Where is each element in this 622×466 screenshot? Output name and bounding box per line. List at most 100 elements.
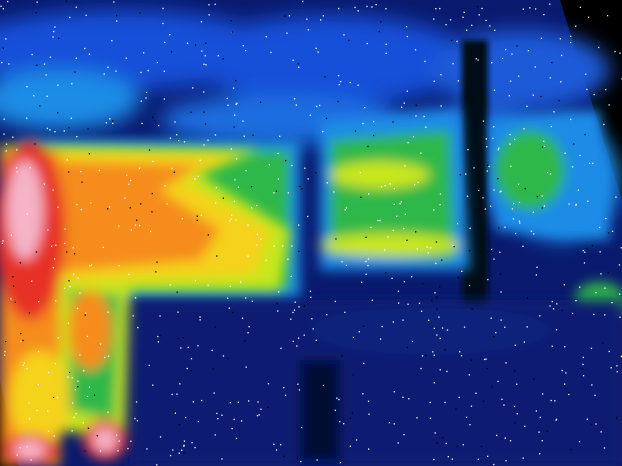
noise-dot (485, 358, 487, 360)
noise-dot (22, 364, 24, 366)
noise-dot (561, 309, 563, 312)
noise-dot (379, 219, 381, 222)
noise-dot (414, 49, 417, 51)
noise-dot (415, 231, 417, 233)
noise-dot (215, 202, 217, 204)
noise-dot (115, 14, 118, 17)
noise-dot (420, 152, 422, 154)
noise-dot (480, 251, 482, 253)
noise-dot (344, 311, 346, 313)
noise-dot (1, 242, 4, 244)
noise-dot (248, 326, 250, 328)
noise-dot (212, 368, 214, 370)
noise-dot (214, 434, 216, 436)
noise-dot (230, 20, 232, 22)
noise-dot (31, 280, 33, 282)
noise-dot (236, 102, 238, 104)
noise-dot (229, 402, 231, 404)
noise-dot (473, 97, 475, 99)
noise-dot (93, 394, 96, 396)
noise-dot (234, 179, 236, 181)
noise-dot (471, 308, 473, 310)
noise-dot (75, 413, 77, 415)
noise-dot (433, 209, 435, 211)
noise-dot (619, 293, 621, 295)
noise-dot (173, 411, 175, 413)
noise-dot (247, 255, 249, 257)
noise-dot (16, 171, 18, 173)
noise-dot (217, 55, 219, 57)
noise-dot (208, 4, 210, 6)
noise-dot (307, 215, 309, 218)
noise-dot (176, 134, 178, 136)
noise-dot (307, 29, 309, 31)
noise-dot (362, 122, 364, 125)
noise-dot (439, 286, 441, 288)
noise-dot (429, 247, 432, 249)
noise-dot (388, 422, 391, 424)
noise-dot (201, 50, 203, 52)
noise-dot (2, 8, 4, 10)
noise-dot (495, 332, 497, 334)
noise-dot (439, 369, 441, 371)
noise-dot (499, 273, 502, 275)
noise-dot (72, 402, 74, 404)
noise-dot (117, 450, 119, 452)
noise-dot (436, 296, 438, 298)
noise-dot (343, 34, 345, 36)
noise-dot (277, 310, 279, 312)
noise-dot (203, 63, 205, 65)
noise-dot (99, 343, 102, 345)
noise-dot (434, 292, 436, 294)
noise-dot (357, 84, 359, 86)
noise-dot (543, 14, 545, 16)
noise-dot (481, 7, 483, 10)
noise-dot (570, 448, 572, 451)
noise-dot (439, 337, 441, 340)
noise-dot (4, 350, 6, 353)
noise-dot (312, 328, 314, 330)
noise-dot (36, 409, 38, 412)
noise-dot (392, 229, 394, 232)
noise-dot (487, 164, 489, 166)
noise-dot (57, 112, 59, 114)
noise-dot (536, 195, 539, 198)
noise-dot (245, 366, 247, 368)
noise-dot (139, 12, 141, 14)
noise-dot (352, 374, 354, 376)
noise-dot (570, 35, 572, 37)
noise-dot (166, 203, 168, 205)
noise-dot (154, 119, 156, 122)
noise-dot (378, 1, 380, 3)
noise-dot (232, 311, 234, 314)
noise-dot (205, 42, 207, 44)
noise-dot (20, 340, 22, 343)
noise-dot (203, 91, 205, 93)
noise-dot (505, 460, 507, 462)
noise-dot (497, 149, 499, 151)
noise-dot (546, 171, 549, 174)
noise-dot (37, 350, 40, 353)
noise-dot (183, 141, 186, 143)
noise-dot (107, 355, 110, 357)
noise-dot (292, 311, 294, 314)
noise-dot (178, 424, 181, 426)
noise-dot (181, 218, 183, 220)
noise-dot (183, 452, 185, 454)
noise-dot (575, 5, 577, 7)
noise-dot (83, 370, 85, 372)
noise-dot (79, 292, 81, 294)
noise-dot (12, 136, 14, 138)
noise-dot (616, 365, 618, 367)
noise-dot (233, 418, 235, 421)
noise-dot (287, 258, 289, 260)
noise-dot (244, 340, 246, 342)
noise-dot (297, 383, 299, 385)
noise-dot (26, 446, 28, 448)
noise-dot (449, 19, 452, 21)
noise-dot (422, 283, 424, 285)
noise-dot (222, 197, 224, 199)
noise-dot (118, 440, 120, 442)
noise-dot (582, 363, 584, 366)
